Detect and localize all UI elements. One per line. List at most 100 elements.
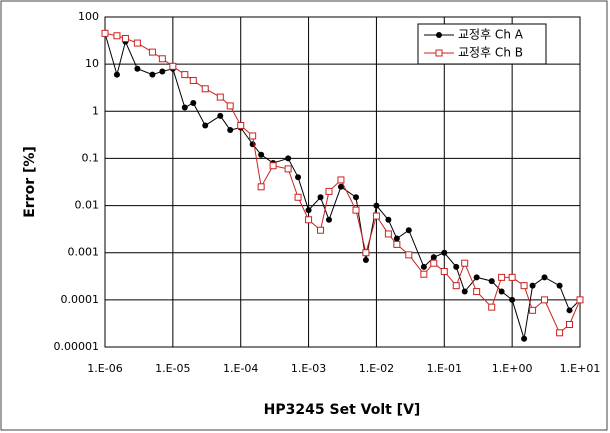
marker — [305, 216, 313, 224]
marker — [325, 216, 332, 223]
marker — [201, 85, 209, 93]
legend-label: 교정후 Ch A — [458, 28, 524, 42]
marker — [488, 278, 495, 285]
marker — [169, 62, 177, 70]
marker — [317, 226, 325, 234]
marker — [237, 121, 245, 129]
marker — [189, 76, 197, 84]
marker — [202, 122, 209, 129]
marker — [473, 288, 481, 296]
marker — [556, 329, 564, 337]
marker — [317, 194, 324, 201]
x-tick-label: 1.E+01 — [560, 362, 601, 375]
marker — [227, 127, 234, 134]
marker — [133, 39, 141, 47]
marker — [226, 102, 234, 110]
x-axis-label: HP3245 Set Volt [V] — [264, 402, 421, 418]
x-tick-label: 1.E-03 — [291, 362, 326, 375]
marker — [121, 34, 129, 42]
marker — [181, 71, 189, 79]
marker — [216, 93, 224, 101]
marker — [134, 65, 141, 72]
marker — [373, 202, 380, 209]
marker — [101, 29, 109, 37]
marker — [556, 282, 563, 289]
marker — [576, 296, 584, 304]
marker — [294, 193, 302, 201]
marker — [305, 207, 312, 214]
marker — [453, 263, 460, 270]
marker — [285, 155, 292, 162]
marker — [393, 235, 400, 242]
marker — [158, 55, 166, 63]
x-tick-label: 1.E-05 — [155, 362, 190, 375]
marker — [521, 335, 528, 342]
marker — [190, 99, 197, 106]
y-tick-label: 100 — [78, 10, 99, 23]
marker — [441, 249, 448, 256]
legend-label: 교정후 Ch B — [458, 46, 523, 60]
legend-box — [417, 23, 547, 65]
x-tick-label: 1.E-01 — [427, 362, 462, 375]
marker — [420, 270, 428, 278]
x-tick-label: 1.E+00 — [492, 362, 533, 375]
y-tick-label: 0.0001 — [61, 293, 100, 306]
marker — [473, 274, 480, 281]
marker — [509, 296, 516, 303]
y-tick-label: 0.001 — [68, 246, 100, 259]
y-tick-label: 10 — [85, 57, 99, 70]
marker — [488, 303, 496, 311]
marker — [566, 307, 573, 314]
marker — [149, 71, 156, 78]
marker — [249, 132, 257, 140]
marker — [181, 104, 188, 111]
marker — [430, 254, 437, 261]
marker — [541, 274, 548, 281]
marker — [269, 162, 277, 170]
marker — [148, 48, 156, 56]
marker — [520, 282, 528, 290]
marker — [372, 212, 380, 220]
legend-marker — [435, 49, 443, 57]
marker — [541, 296, 549, 304]
marker — [461, 288, 468, 295]
marker — [452, 282, 460, 290]
legend-marker — [436, 32, 442, 38]
marker — [113, 32, 121, 40]
marker — [159, 68, 166, 75]
marker — [352, 206, 360, 214]
marker — [508, 273, 516, 281]
marker — [529, 306, 537, 314]
marker — [565, 321, 573, 329]
y-tick-label: 0.1 — [82, 151, 100, 164]
marker — [353, 194, 360, 201]
marker — [461, 259, 469, 267]
marker — [498, 288, 505, 295]
marker — [405, 227, 412, 234]
x-tick-label: 1.E-02 — [359, 362, 394, 375]
x-tick-label: 1.E-04 — [223, 362, 258, 375]
marker — [430, 259, 438, 267]
marker — [295, 174, 302, 181]
marker — [325, 187, 333, 195]
marker — [529, 282, 536, 289]
marker — [284, 165, 292, 173]
y-tick-label: 1 — [92, 104, 99, 117]
y-tick-label: 0.01 — [75, 199, 100, 212]
marker — [385, 216, 392, 223]
y-tick-label: 0.00001 — [54, 340, 100, 353]
marker — [384, 230, 392, 238]
x-tick-label: 1.E-06 — [87, 362, 122, 375]
marker — [337, 183, 344, 190]
marker — [440, 267, 448, 275]
marker — [393, 240, 401, 248]
marker — [405, 251, 413, 259]
marker — [337, 176, 345, 184]
marker — [257, 183, 265, 191]
marker — [498, 273, 506, 281]
marker — [420, 263, 427, 270]
y-axis-label: Error [%] — [22, 146, 38, 218]
marker — [258, 151, 265, 158]
marker — [113, 71, 120, 78]
